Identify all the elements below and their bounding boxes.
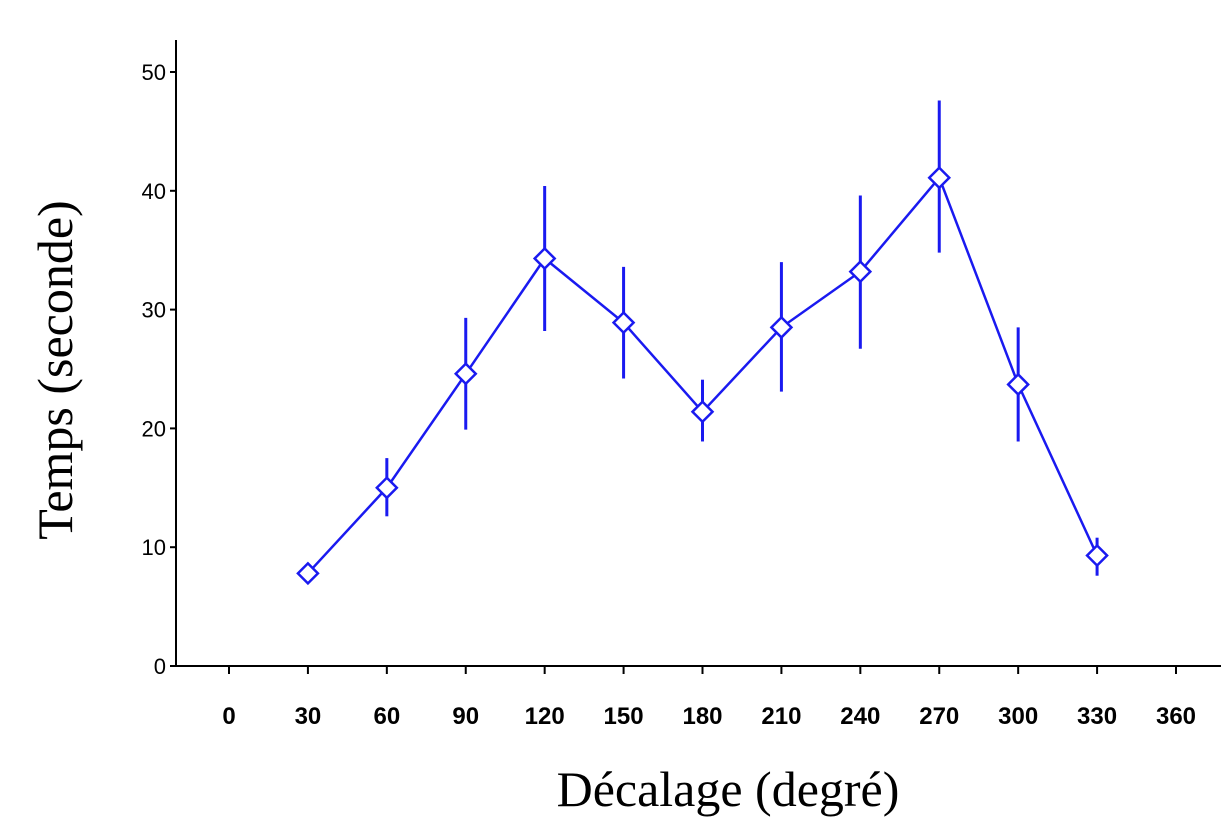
data-point [927,165,952,190]
data-point [453,361,478,386]
y-tick-label: 10 [142,535,166,560]
y-ticks: 0 10 20 30 40 50 [142,60,176,679]
x-ticks: 0 30 60 90 120 150 180 210 240 270 300 330 360 [222,666,1196,730]
y-tick-label: 20 [142,416,166,441]
y-tick-label: 40 [142,179,166,204]
x-tick-label: 240 [840,703,880,730]
x-tick-label: 330 [1077,703,1117,730]
x-tick-label: 120 [525,703,565,730]
error-bars [385,100,1099,576]
data-point [296,561,320,586]
x-axis-title: Décalage (degré) [557,761,900,817]
x-tick-label: 180 [682,703,722,730]
data-point [1085,543,1109,568]
axes [175,40,1221,667]
x-tick-label: 30 [295,703,322,730]
y-tick-label: 30 [142,298,166,323]
data-point [375,476,399,500]
x-tick-label: 60 [373,703,400,730]
data-point [1006,372,1030,397]
x-tick-label: 300 [998,703,1038,730]
y-tick-label: 0 [154,654,166,679]
y-axis-title: Temps (seconde) [27,200,83,539]
x-tick-label: 0 [222,703,235,730]
data-point [848,259,873,284]
x-tick-label: 150 [604,703,644,730]
y-tick-label: 50 [142,60,166,85]
data-point [611,310,636,335]
data-point [690,400,715,424]
series-line [306,175,1099,575]
data-point [532,246,557,271]
x-tick-label: 360 [1156,703,1196,730]
x-tick-label: 90 [452,703,479,730]
data-point [769,315,794,340]
x-tick-label: 210 [761,703,801,730]
data-markers [296,165,1109,586]
x-tick-label: 270 [919,703,959,730]
